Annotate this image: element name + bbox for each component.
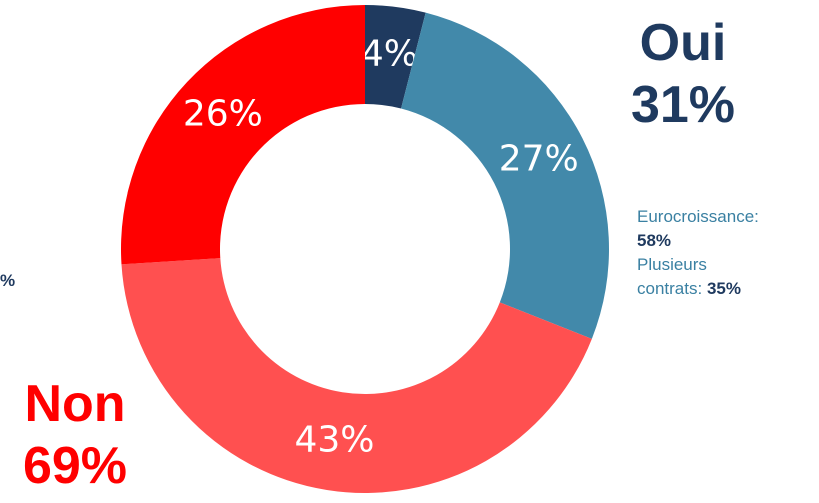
oui-label: Oui [639, 14, 727, 72]
donut-slice-label-3: 26% [183, 94, 263, 135]
oui-breakdown-note: Eurocroissance: 58% Plusieurs contrats: … [637, 205, 819, 301]
non-summary: Non 69% [10, 373, 140, 497]
plusieurs-label-line2: contrats: [637, 279, 703, 298]
donut-slice-label-1: 27% [499, 138, 579, 179]
donut-slice-label-2: 43% [294, 420, 374, 461]
donut-slice-3 [120, 5, 365, 265]
left-clipped-note: % [0, 271, 16, 290]
plusieurs-label-line1: Plusieurs [637, 255, 707, 274]
donut-slice-1 [401, 12, 609, 339]
eurocroissance-label: Eurocroissance: [637, 207, 759, 226]
non-value: 69% [22, 437, 128, 495]
oui-summary: Oui 31% [628, 12, 738, 136]
donut-slice-2 [121, 258, 592, 493]
plusieurs-value: 35% [706, 279, 741, 298]
oui-value: 31% [630, 76, 736, 134]
donut-slice-label-0: 4% [361, 34, 418, 75]
non-label: Non [24, 375, 126, 433]
eurocroissance-value: 58% [637, 231, 672, 250]
donut-slice-0 [365, 5, 426, 109]
